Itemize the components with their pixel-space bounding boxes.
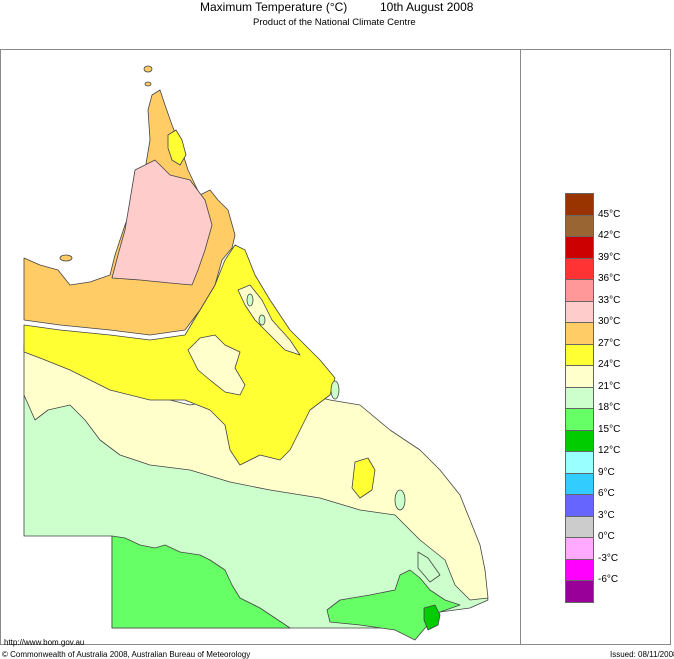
color-legend bbox=[565, 193, 594, 603]
legend-swatch bbox=[565, 193, 594, 215]
legend-swatch bbox=[565, 365, 594, 387]
map-date: 10th August 2008 bbox=[380, 0, 474, 14]
legend-tick: 0°C bbox=[598, 531, 615, 542]
zone-24-27-cape bbox=[167, 129, 187, 166]
island bbox=[143, 65, 153, 73]
issued-date: Issued: 08/11/2008 bbox=[610, 650, 674, 659]
legend-tick: 27°C bbox=[598, 338, 621, 349]
legend-tick: 33°C bbox=[598, 295, 621, 306]
legend-tick: 45°C bbox=[598, 209, 621, 220]
legend-swatch bbox=[565, 214, 594, 236]
zone-21-24-coastal bbox=[237, 284, 301, 356]
legend-tick: 18°C bbox=[598, 402, 621, 413]
zone-18-21-speck bbox=[330, 380, 340, 400]
legend-swatch bbox=[565, 429, 594, 451]
legend-tick: 21°C bbox=[598, 381, 621, 392]
map-title: Maximum Temperature (°C) bbox=[200, 0, 348, 14]
legend-swatch bbox=[565, 515, 594, 537]
legend-tick: 3°C bbox=[598, 510, 615, 521]
map-header: Maximum Temperature (°C) 10th August 200… bbox=[0, 0, 674, 14]
legend-tick: 12°C bbox=[598, 445, 621, 456]
legend-tick: 15°C bbox=[598, 424, 621, 435]
zone-24-27-blob bbox=[351, 457, 376, 499]
legend-swatch bbox=[565, 257, 594, 279]
map-subtitle: Product of the National Climate Centre bbox=[253, 17, 416, 28]
legend-tick: 9°C bbox=[598, 467, 615, 478]
legend-tick: 24°C bbox=[598, 359, 621, 370]
legend-swatch bbox=[565, 537, 594, 559]
zone-18-21-speck bbox=[246, 293, 254, 307]
island bbox=[144, 81, 152, 87]
legend-tick: 30°C bbox=[598, 316, 621, 327]
zone-18-21-speck bbox=[394, 489, 406, 511]
legend-tick: 39°C bbox=[598, 252, 621, 263]
legend-swatch bbox=[565, 386, 594, 408]
legend-swatch bbox=[565, 494, 594, 516]
legend-swatch bbox=[565, 451, 594, 473]
map-frame bbox=[0, 49, 671, 645]
copyright-notice: © Commonwealth of Australia 2008, Austra… bbox=[2, 650, 251, 659]
legend-tick: 6°C bbox=[598, 488, 615, 499]
legend-divider bbox=[520, 49, 521, 645]
legend-swatch bbox=[565, 580, 594, 603]
legend-swatch bbox=[565, 408, 594, 430]
legend-swatch bbox=[565, 322, 594, 344]
zone-21-24-interior bbox=[187, 334, 246, 396]
legend-swatch bbox=[565, 343, 594, 365]
legend-tick: 42°C bbox=[598, 230, 621, 241]
legend-swatch bbox=[565, 300, 594, 322]
zone-12-15 bbox=[423, 604, 441, 631]
zone-30-33 bbox=[111, 159, 213, 286]
island bbox=[59, 254, 73, 262]
source-url: http://www.bom.gov.au bbox=[4, 638, 85, 647]
legend-tick: -6°C bbox=[598, 574, 619, 585]
zone-18-21-speck bbox=[258, 314, 266, 326]
legend-swatch bbox=[565, 279, 594, 301]
legend-tick: 36°C bbox=[598, 273, 621, 284]
legend-swatch bbox=[565, 236, 594, 258]
zone-15-18 bbox=[111, 535, 291, 629]
zone-18-21-patch bbox=[417, 551, 441, 583]
legend-swatch bbox=[565, 558, 594, 580]
legend-swatch bbox=[565, 472, 594, 494]
legend-tick: -3°C bbox=[598, 553, 619, 564]
